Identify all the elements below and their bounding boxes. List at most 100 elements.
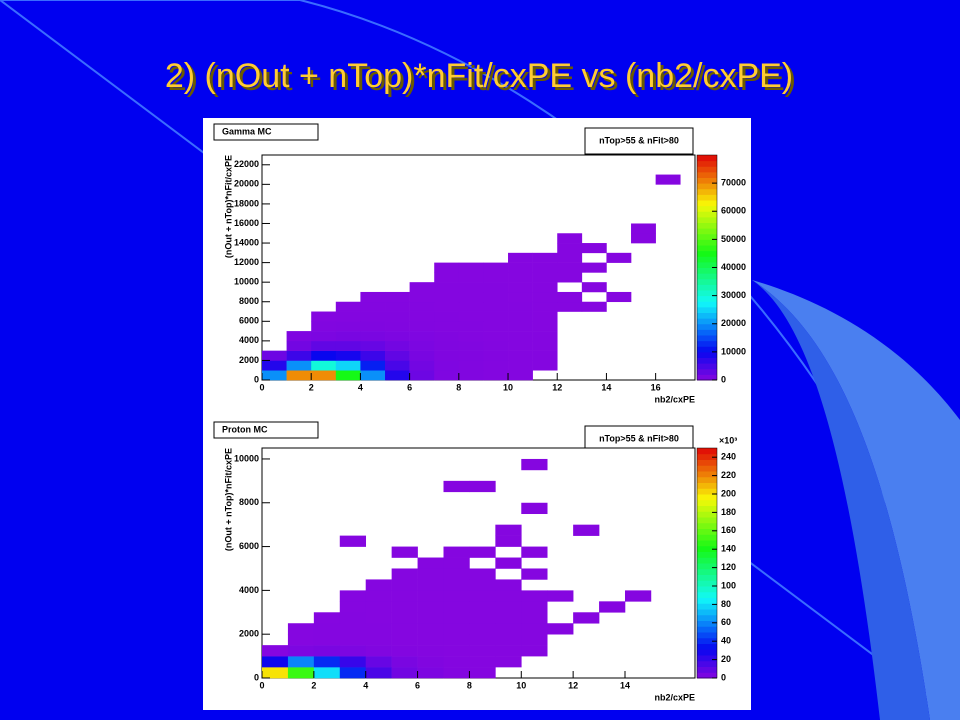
heat-cell xyxy=(469,480,496,493)
heat-cell xyxy=(417,612,444,624)
heat-cell xyxy=(417,590,444,602)
title-shadow: 2) (nOut + nTop)*nFit/cxPE vs (nb2/cxPE) xyxy=(168,60,796,98)
heat-cell xyxy=(469,667,496,679)
heat-cell xyxy=(385,340,410,351)
decor xyxy=(752,280,960,720)
colorbar-band xyxy=(697,482,717,489)
y-tick-label: 6000 xyxy=(239,541,259,551)
heat-cell xyxy=(365,667,392,679)
y-tick-label: 10000 xyxy=(234,277,259,287)
colorbar-band xyxy=(697,574,717,581)
colorbar-band xyxy=(697,216,717,223)
heat-cell xyxy=(391,645,418,657)
heat-cell xyxy=(391,579,418,591)
heat-cell xyxy=(335,311,361,322)
y-tick-label: 8000 xyxy=(239,497,259,507)
z-tick-label: 80 xyxy=(721,599,731,609)
heat-cell xyxy=(521,458,548,471)
z-tick-label: 20000 xyxy=(721,318,746,328)
colorbar-band xyxy=(697,233,717,240)
heat-cell xyxy=(495,623,522,635)
heat-cell xyxy=(311,311,337,322)
heat-cell xyxy=(495,579,522,591)
heat-cell xyxy=(483,291,509,303)
heat-cell xyxy=(557,233,583,244)
cut-box xyxy=(584,127,694,155)
colorbar-band xyxy=(697,672,717,679)
colorbar-band xyxy=(697,351,717,358)
x-axis-label: nb2/cxPE xyxy=(654,394,695,404)
heat-cell xyxy=(339,645,367,657)
heat-cell xyxy=(557,243,583,254)
heat-cell xyxy=(443,667,470,679)
heat-cell xyxy=(495,535,522,547)
colorbar-band xyxy=(697,620,717,627)
heat-cell xyxy=(508,291,533,303)
heat-cell xyxy=(483,301,509,312)
title-box xyxy=(213,421,319,439)
x-tick-label: 6 xyxy=(415,680,420,690)
colorbar-band xyxy=(697,155,717,162)
colorbar-band xyxy=(697,614,717,621)
heat-cell xyxy=(532,340,558,351)
colorbar-band xyxy=(697,448,717,455)
heat-cell xyxy=(409,340,435,351)
heat-cell xyxy=(483,272,509,283)
colorbar-band xyxy=(697,465,717,472)
x-tick-label: 4 xyxy=(358,382,363,392)
heat-cell xyxy=(365,612,392,624)
colorbar-band xyxy=(697,301,717,308)
heat-cell xyxy=(262,667,289,679)
colorbar-band xyxy=(697,557,717,564)
heat-cell xyxy=(339,656,367,668)
z-tick-label: 0 xyxy=(721,374,726,384)
heat-cell xyxy=(521,502,548,515)
x-tick-label: 4 xyxy=(363,680,368,690)
colorbar-band xyxy=(697,494,717,501)
heat-cell xyxy=(360,350,386,361)
z-tick-label: 200 xyxy=(721,488,736,498)
colorbar-band xyxy=(697,166,717,173)
colorbar-band xyxy=(697,200,717,207)
heat-cell xyxy=(360,331,386,342)
heat-cell xyxy=(434,262,460,273)
heat-cell xyxy=(365,634,392,646)
heat-cell xyxy=(434,370,460,381)
colorbar-band xyxy=(697,580,717,587)
heat-cell xyxy=(434,301,460,312)
colorbar-band xyxy=(697,267,717,274)
x-tick-label: 0 xyxy=(259,680,264,690)
z-tick-label: 100 xyxy=(721,580,736,590)
heat-cell xyxy=(508,272,533,283)
heat-cell xyxy=(469,623,496,635)
heat-cell xyxy=(335,370,361,381)
colorbar-band xyxy=(697,476,717,483)
colorbar-band xyxy=(697,517,717,524)
heat-cell xyxy=(508,331,533,342)
heat-cell xyxy=(443,645,470,657)
z-exponent: ×10³ xyxy=(719,435,737,445)
heat-cell xyxy=(495,634,522,646)
heat-cell xyxy=(335,331,361,342)
heat-cell xyxy=(469,656,496,668)
colorbar-band xyxy=(697,188,717,195)
z-tick-label: 10000 xyxy=(721,346,746,356)
heat-cell xyxy=(360,291,386,303)
heat-cell xyxy=(417,557,444,569)
heat-cell xyxy=(365,601,392,613)
heat-cell xyxy=(443,557,470,569)
heat-cell xyxy=(434,340,460,351)
heat-cell xyxy=(458,331,484,342)
heat-cell xyxy=(339,634,367,646)
heat-cell xyxy=(557,252,583,263)
colorbar-band xyxy=(697,306,717,313)
heat-cell xyxy=(409,331,435,342)
heat-cell xyxy=(458,282,484,293)
heat-cell xyxy=(495,590,522,602)
heat-cell xyxy=(443,601,470,613)
x-tick-label: 0 xyxy=(259,382,264,392)
heat-cell xyxy=(458,301,484,312)
heat-cell xyxy=(469,645,496,657)
heat-cell xyxy=(391,601,418,613)
